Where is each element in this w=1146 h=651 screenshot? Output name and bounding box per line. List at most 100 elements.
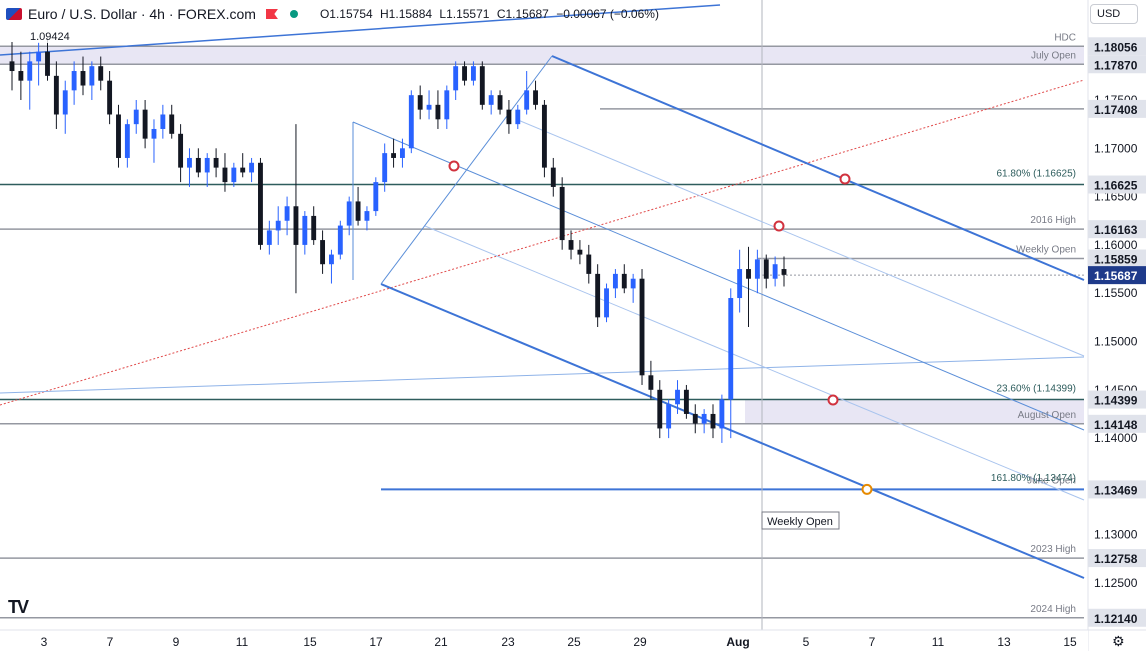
candle: [666, 399, 672, 439]
candle-body: [391, 153, 397, 158]
candle: [781, 256, 787, 287]
candle-body: [266, 230, 272, 245]
candle: [231, 162, 237, 187]
candle-body: [275, 220, 281, 231]
candle-body: [444, 90, 450, 120]
level-price-tag: [1088, 249, 1146, 268]
candle: [497, 90, 503, 115]
level-label: 2023 High: [1030, 544, 1076, 555]
level-price-tag: [1088, 390, 1146, 409]
level-price-text: 1.18056: [1094, 40, 1138, 54]
level-price-tag: [1088, 99, 1146, 118]
candle: [568, 230, 574, 260]
candle: [36, 42, 42, 86]
candle: [772, 256, 778, 287]
level-label: 23.60% (1.14399): [996, 384, 1076, 395]
candle: [116, 104, 121, 168]
candle: [533, 80, 538, 110]
price-tick: 1.16000: [1094, 238, 1138, 252]
candle-body: [772, 264, 778, 279]
candle-body: [293, 206, 299, 245]
candle-body: [426, 104, 432, 110]
candle: [435, 90, 441, 129]
level-price-tag: [1088, 220, 1146, 239]
candle: [657, 380, 663, 439]
time-tick: 29: [633, 635, 647, 649]
candle: [178, 124, 184, 183]
candle-body: [515, 109, 521, 125]
candle-body: [89, 66, 95, 86]
candle: [541, 100, 547, 178]
candle: [249, 157, 255, 183]
candle: [53, 61, 59, 129]
flag-marker-icon[interactable]: [265, 9, 278, 19]
chart-header: Euro / U.S. Dollar · 4h · FOREX.com O1.1…: [0, 4, 663, 24]
candle-body: [195, 157, 201, 173]
candle: [612, 269, 618, 299]
candle: [311, 206, 317, 245]
time-tick: 25: [567, 635, 581, 649]
candle-body: [311, 215, 317, 241]
currency-selector[interactable]: USD: [1090, 4, 1138, 24]
candle: [462, 61, 467, 86]
candle-body: [710, 413, 716, 429]
candle: [373, 177, 379, 216]
symbol-title[interactable]: Euro / U.S. Dollar · 4h · FOREX.com: [28, 6, 256, 22]
candle-body: [479, 66, 485, 105]
candle-body: [435, 104, 441, 120]
annotation-box: [761, 511, 840, 530]
level-label: 2024 High: [1030, 604, 1076, 615]
long-term-trendline: [0, 79, 1085, 406]
channel-upper: [551, 55, 1085, 281]
candle-body: [160, 114, 166, 129]
candle-body: [178, 133, 184, 168]
level-label: 61.80% (1.16625): [996, 169, 1076, 180]
candle-body: [364, 211, 370, 221]
candle: [9, 42, 15, 91]
candle: [337, 220, 343, 260]
candle-body: [586, 254, 592, 274]
candle-body: [116, 114, 121, 158]
level-price-tag: [1088, 37, 1146, 56]
level-price-text: 1.16163: [1094, 223, 1138, 237]
market-status-icon: [289, 10, 298, 18]
candle-body: [302, 215, 308, 245]
candle-body: [737, 269, 743, 299]
level-price-tag: [1088, 480, 1146, 499]
time-tick: 5: [803, 635, 810, 649]
candle-body: [675, 389, 680, 405]
candle-body: [746, 269, 751, 279]
candle: [98, 56, 104, 91]
price-tick: 1.14000: [1094, 431, 1138, 445]
candle-body: [621, 273, 627, 289]
level-price-text: 1.16625: [1094, 179, 1138, 193]
candle: [80, 56, 86, 96]
candle: [213, 148, 219, 178]
open-value: O1.15754: [319, 7, 373, 21]
candle: [355, 186, 361, 226]
candle: [470, 61, 476, 86]
july-open-zone: [0, 46, 1084, 65]
candle-body: [373, 182, 379, 212]
candle-body: [701, 413, 707, 424]
level-price-tag: [1088, 414, 1146, 433]
candle: [506, 100, 512, 134]
candle-body: [80, 71, 86, 86]
candle-body: [346, 201, 352, 226]
candle-body: [213, 157, 219, 168]
candle: [124, 119, 130, 168]
intersection-marker: [839, 173, 851, 185]
time-tick: 17: [369, 635, 383, 649]
level-price-text: 1.15859: [1094, 253, 1138, 267]
candle: [27, 51, 33, 110]
candle: [737, 249, 743, 313]
candle-body: [595, 273, 601, 318]
time-tick: 15: [303, 635, 317, 649]
candle: [364, 206, 370, 231]
candle-body: [9, 61, 15, 72]
gear-icon[interactable]: ⚙: [1112, 633, 1125, 649]
tradingview-logo[interactable]: TV: [8, 597, 29, 617]
candle-body: [27, 61, 33, 81]
candle-body: [62, 90, 68, 115]
